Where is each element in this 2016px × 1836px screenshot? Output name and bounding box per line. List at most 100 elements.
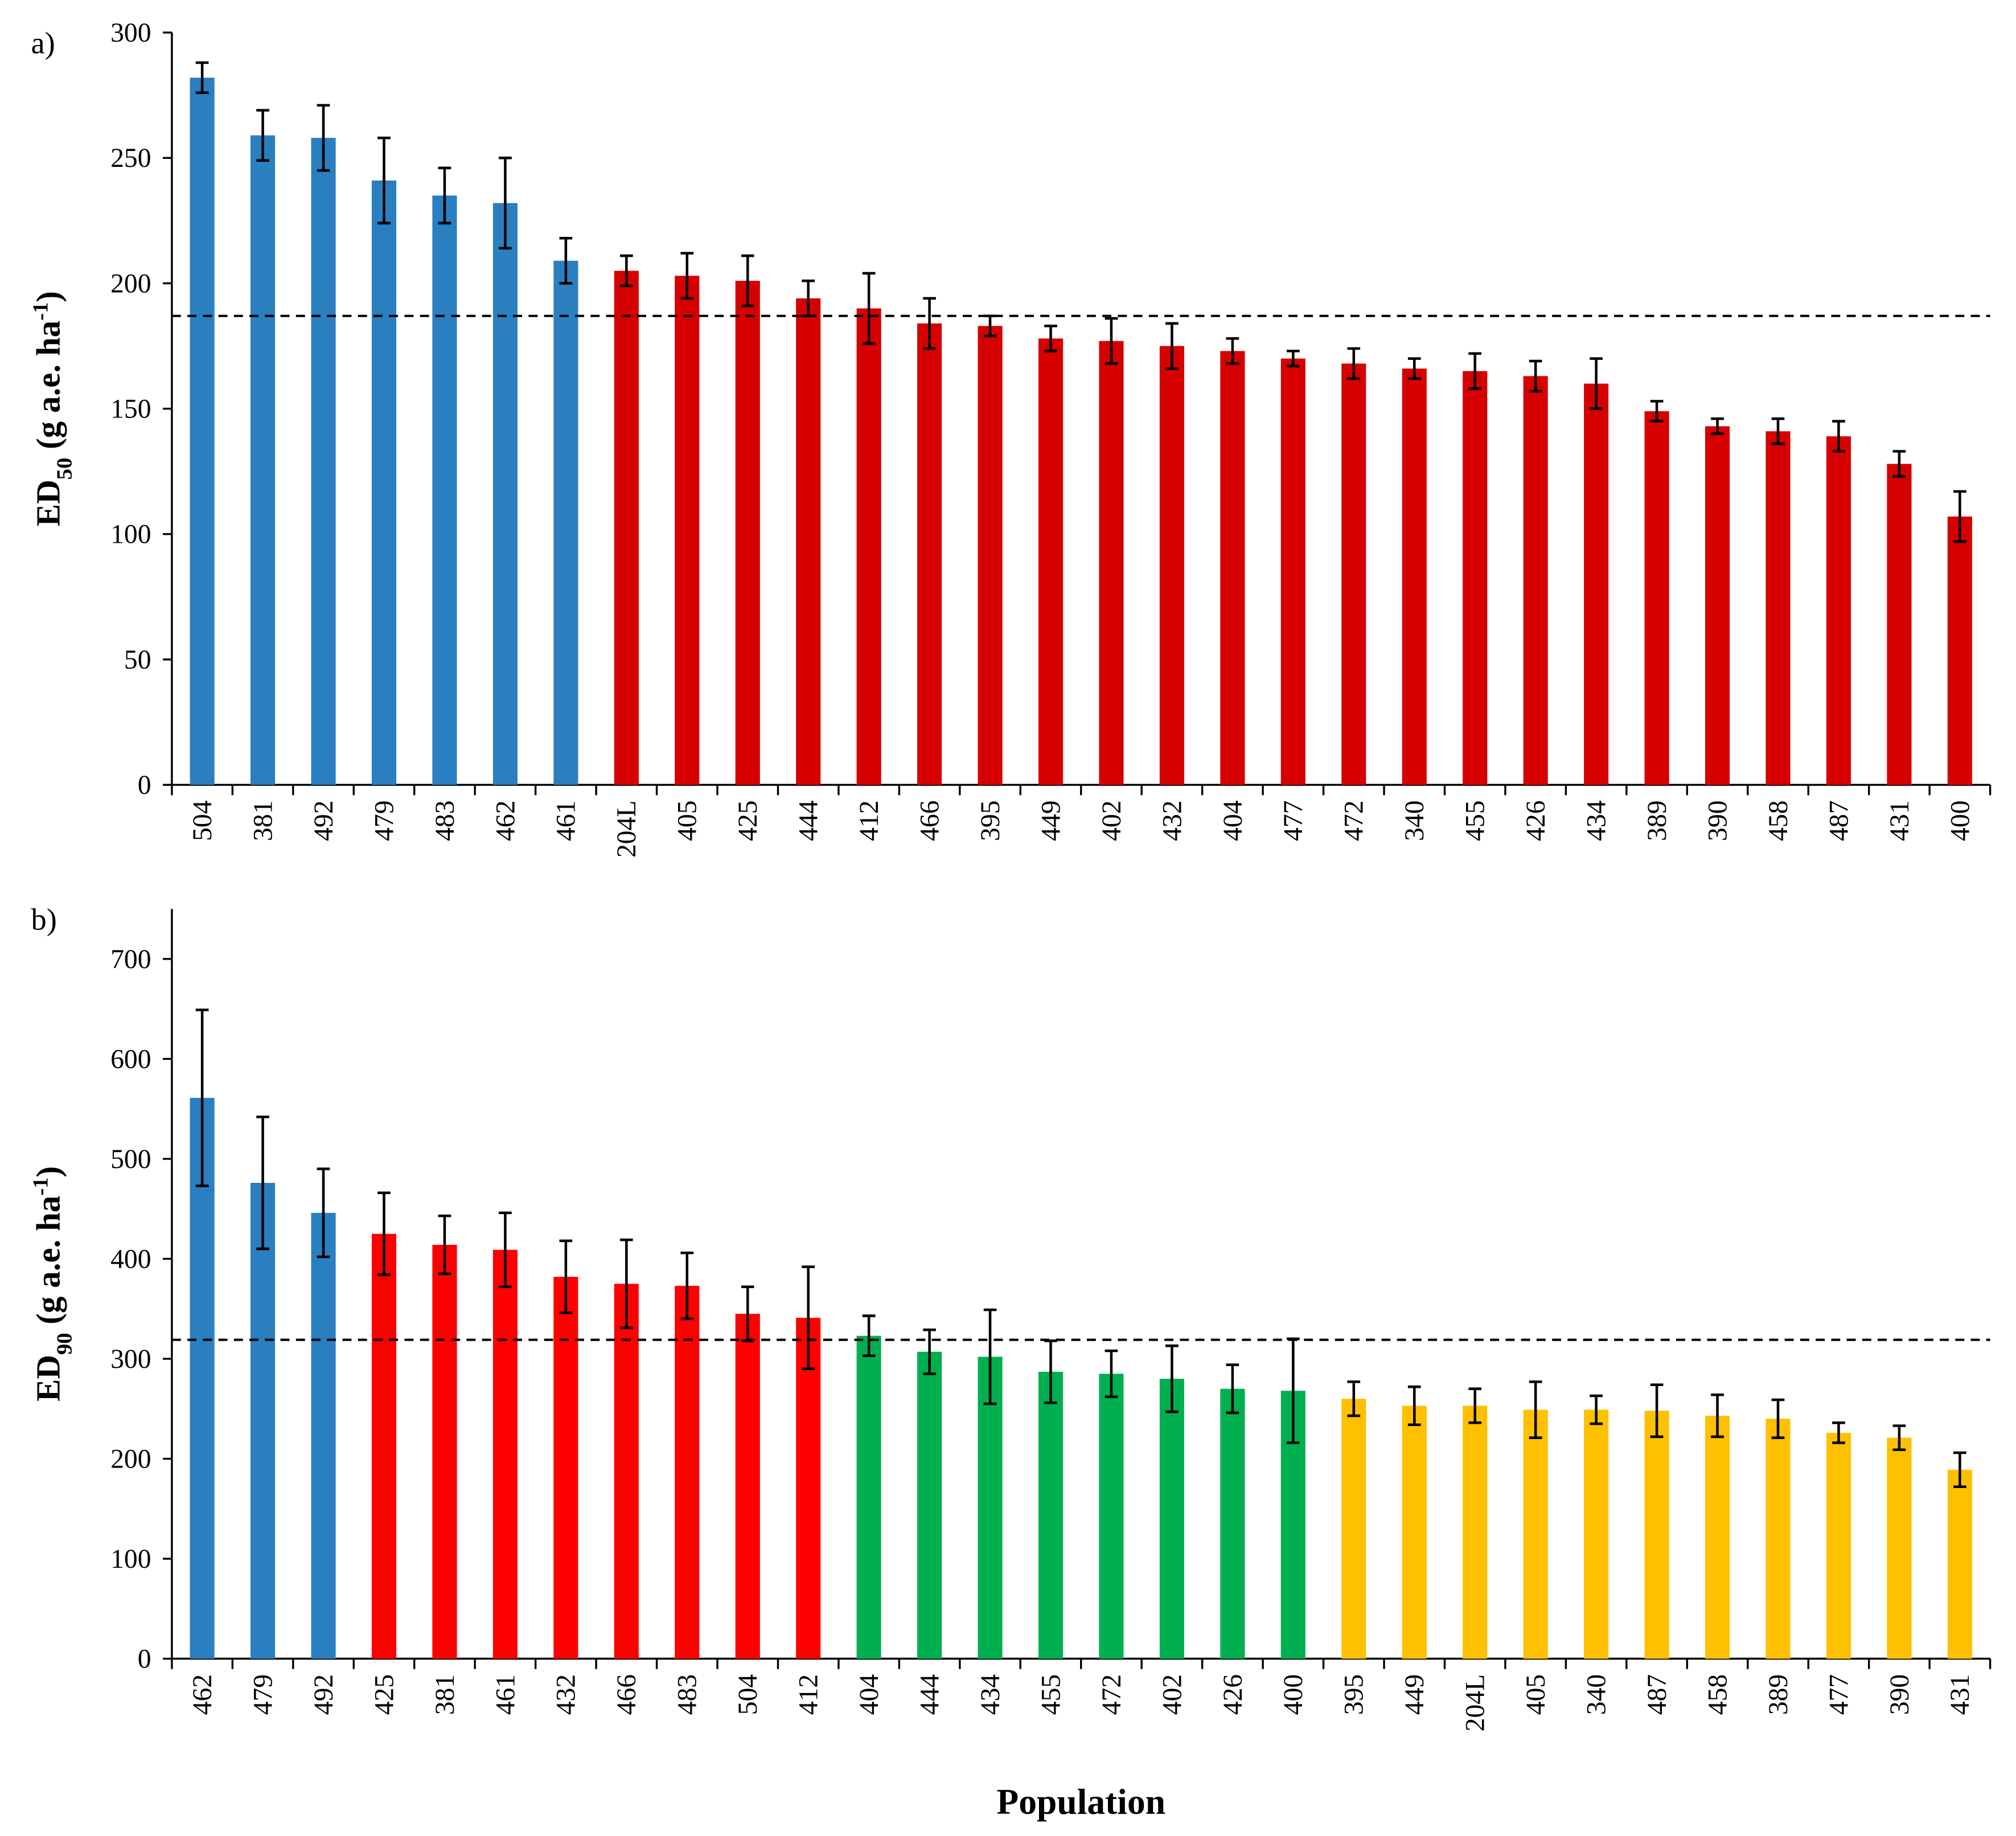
x-tick-label: 466: [612, 1674, 642, 1715]
x-tick-label: 466: [915, 800, 945, 841]
bar: [735, 1314, 760, 1659]
x-tick-label: 390: [1885, 1674, 1915, 1715]
error-bar: [1590, 357, 1603, 410]
error-bar: [923, 297, 936, 350]
x-tick-label: 381: [248, 800, 278, 841]
bar: [1099, 1374, 1124, 1659]
y-tick-label: 100: [110, 520, 151, 550]
error-bar: [1711, 417, 1724, 435]
x-tick-label: 381: [430, 1674, 460, 1715]
bar: [917, 1351, 942, 1659]
x-tick-label: 404: [855, 1674, 884, 1715]
x-tick-label: 472: [1097, 1674, 1127, 1715]
error-bar: [317, 104, 330, 172]
x-tick-label: 483: [430, 800, 460, 841]
x-tick-label: 395: [1340, 1674, 1369, 1715]
bar: [1220, 1388, 1245, 1659]
error-bar: [1892, 450, 1906, 478]
bar: [1584, 1409, 1609, 1659]
x-tick-label: 425: [733, 800, 763, 841]
bar: [978, 326, 1003, 785]
x-tick-label: 426: [1521, 800, 1551, 841]
bar: [1099, 341, 1124, 785]
bar: [1038, 1371, 1064, 1659]
x-tick-label: 434: [1582, 800, 1612, 841]
error-bar: [1468, 1387, 1482, 1424]
x-tick-label: 504: [733, 1674, 763, 1715]
error-bar: [1953, 490, 1966, 543]
y-tick-label: 300: [110, 18, 151, 48]
y-axis-label-part: ED: [29, 480, 67, 526]
y-tick-label: 0: [138, 771, 151, 800]
panel-label: b): [31, 901, 56, 936]
error-bar: [1832, 420, 1845, 453]
bar: [1402, 1405, 1427, 1659]
x-tick-label: 449: [1036, 800, 1066, 841]
y-axis-label: ED90 (g a.e. ha-1): [28, 1166, 76, 1401]
bar: [1765, 1419, 1791, 1659]
x-tick-label: 487: [1824, 800, 1854, 841]
error-bar: [317, 1167, 330, 1259]
y-axis-label: ED50 (g a.e. ha-1): [28, 291, 76, 526]
x-tick-label: 432: [1157, 800, 1187, 841]
error-bar: [1044, 325, 1057, 353]
bar: [856, 1335, 881, 1659]
x-tick-label: 402: [1097, 800, 1127, 841]
x-tick-label: 444: [794, 800, 824, 841]
x-tick-label: 340: [1582, 1674, 1612, 1715]
bar: [432, 195, 457, 785]
error-bar: [438, 166, 451, 225]
x-tick-label: 455: [1461, 800, 1491, 841]
x-tick-label: 492: [309, 800, 339, 841]
error-bar: [862, 272, 876, 345]
bar: [1341, 363, 1366, 785]
bar: [614, 1284, 639, 1659]
bar: [371, 180, 397, 785]
x-tick-label: 412: [794, 1674, 824, 1715]
x-tick-label: 479: [369, 800, 399, 841]
x-tick-label: 444: [915, 1674, 945, 1715]
bar: [735, 281, 760, 785]
x-tick-label: 472: [1340, 800, 1369, 841]
x-tick-label: 462: [491, 800, 520, 841]
bar: [1705, 1416, 1730, 1659]
y-axis-label-part: 50: [52, 458, 76, 480]
x-tick-label: 425: [369, 1674, 399, 1715]
error-bar: [499, 157, 512, 250]
bar: [1826, 1432, 1851, 1659]
error-bar: [1105, 317, 1118, 365]
x-tick-label: 434: [976, 1674, 1005, 1715]
y-axis-label-part: (g a.e. ha: [29, 321, 67, 458]
bar: [1523, 376, 1548, 785]
bar: [371, 1233, 397, 1659]
x-tick-label: 449: [1400, 1674, 1430, 1715]
error-bar: [438, 1214, 451, 1276]
y-tick-label: 150: [110, 395, 151, 424]
x-tick-label: 461: [552, 800, 581, 841]
bar: [1341, 1399, 1366, 1659]
x-tick-label: 455: [1036, 1674, 1066, 1715]
x-tick-label: 389: [1643, 800, 1672, 841]
error-bar: [195, 1009, 209, 1187]
error-bar: [1347, 1380, 1361, 1417]
x-tick-label: 390: [1703, 800, 1732, 841]
x-tick-label: 400: [1279, 1674, 1308, 1715]
bar: [856, 308, 881, 785]
x-tick-label: 483: [673, 1674, 703, 1715]
y-axis-label-part: (g a.e. ha: [29, 1196, 67, 1333]
error-bar: [1711, 1393, 1724, 1439]
error-bar: [862, 1314, 876, 1358]
error-bar: [1226, 1363, 1239, 1415]
x-tick-label: 504: [188, 800, 217, 841]
y-tick-label: 700: [110, 945, 151, 974]
y-axis-label-part: 90: [52, 1333, 76, 1355]
error-bar: [499, 1211, 512, 1288]
error-bar: [1468, 352, 1482, 390]
x-tick-label: 204L: [1461, 1674, 1491, 1732]
error-bar: [741, 254, 754, 308]
error-bar: [377, 136, 391, 225]
error-bar: [1165, 1344, 1179, 1413]
error-bar: [680, 1251, 694, 1321]
